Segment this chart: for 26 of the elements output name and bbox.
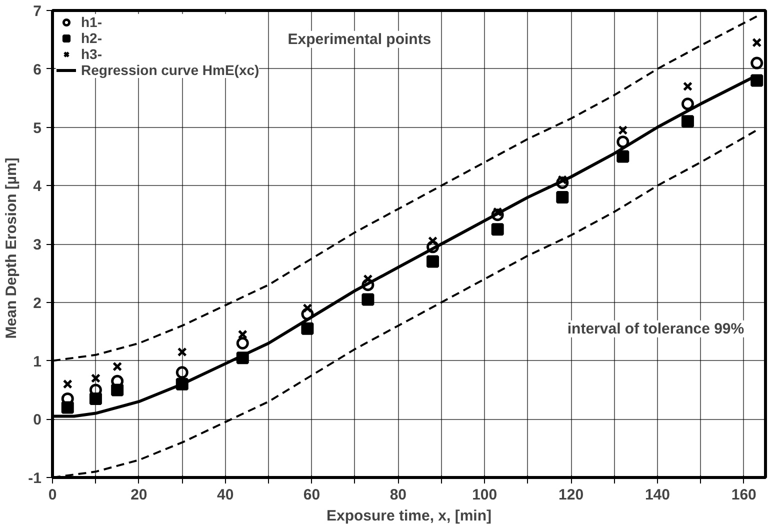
x-tick-label: 100 <box>472 486 498 504</box>
y-tick-label: 0 <box>33 412 42 429</box>
y-tick-label: 4 <box>33 178 42 196</box>
legend-label: Regression curve HmE(xc) <box>81 62 260 78</box>
annotation: Experimental points <box>288 30 432 48</box>
y-tick-label: 6 <box>33 61 42 78</box>
legend-label: h3- <box>81 46 102 62</box>
annotation: interval of tolerance 99% <box>567 320 744 338</box>
x-tick-label: 0 <box>48 486 57 504</box>
legend-label: h2- <box>81 30 102 46</box>
y-tick-label: 1 <box>33 353 42 370</box>
y-axis-title: Mean Depth Erosion [µm] <box>3 158 20 339</box>
x-tick-label: 20 <box>130 486 148 504</box>
x-tick-label: 140 <box>644 486 670 504</box>
x-tick-label: 40 <box>217 486 234 504</box>
x-tick-label: 120 <box>558 486 584 504</box>
x-tick-label: 80 <box>390 486 407 504</box>
x-tick-label: 60 <box>303 486 320 504</box>
y-tick-label: 3 <box>33 236 42 254</box>
y-tick-label: 7 <box>33 3 42 20</box>
x-axis-title: Exposure time, x, [min] <box>326 508 492 524</box>
legend-label: h1- <box>81 14 102 30</box>
x-tick-label: 160 <box>731 486 756 504</box>
y-tick-label: 2 <box>33 294 42 312</box>
y-tick-label: -1 <box>28 470 42 487</box>
y-tick-label: 5 <box>33 120 42 137</box>
